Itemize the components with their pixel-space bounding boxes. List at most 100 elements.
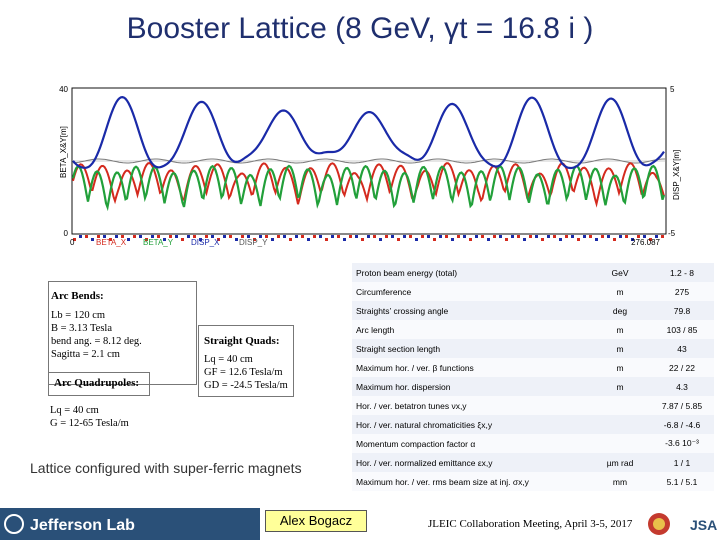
- parameter-table: Proton beam energy (total) GeV 1.2 - 8 Circ…: [352, 263, 714, 491]
- param-name: Maximum hor. / ver. rms beam size at inj…: [356, 476, 529, 487]
- straight-quads-header: Straight Quads:: [204, 335, 280, 347]
- magnet-marker: [259, 235, 262, 238]
- magnet-marker: [559, 238, 562, 241]
- magnet-marker: [349, 235, 352, 238]
- arc-quadrupoles-header-box: Arc Quadrupoles:: [48, 372, 150, 396]
- magnet-marker: [595, 238, 598, 241]
- parameter-row: Hor. / ver. betatron tunes νx,y 7.87 / 5.…: [352, 396, 714, 415]
- parameter-row: Maximum hor. / ver. rms beam size at inj…: [352, 472, 714, 491]
- straight-quads-box: Straight Quads: Lq = 40 cm GF = 12.6 Tes…: [198, 325, 294, 397]
- magnet-marker: [355, 235, 358, 238]
- magnet-marker: [397, 238, 400, 241]
- param-name: Hor. / ver. normalized emittance εx,y: [356, 457, 493, 468]
- magnet-marker: [193, 235, 196, 238]
- param-value: -6.8 / -4.6: [663, 419, 701, 430]
- straight-quads-line: GD = -24.5 Tesla/m: [204, 380, 288, 391]
- magnet-marker: [79, 235, 82, 238]
- magnet-marker: [73, 238, 76, 241]
- magnet-marker: [415, 238, 418, 241]
- param-name: Hor. / ver. natural chromaticities ξx,y: [356, 419, 493, 430]
- param-unit: m: [616, 324, 624, 335]
- meeting-footer: JLEIC Collaboration Meeting, April 3-5, …: [428, 518, 633, 530]
- parameter-row: Hor. / ver. normalized emittance εx,y µm …: [352, 453, 714, 472]
- arc-bends-line: Sagitta = 2.1 cm: [51, 349, 120, 360]
- straight-quads-line: GF = 12.6 Tesla/m: [204, 367, 283, 378]
- magnet-marker: [373, 235, 376, 238]
- magnet-marker: [121, 235, 124, 238]
- lattice-note: Lattice configured with super-ferric mag…: [30, 460, 302, 476]
- magnet-marker: [97, 235, 100, 238]
- param-name: Straight section length: [356, 343, 441, 354]
- magnet-marker: [307, 238, 310, 241]
- magnet-marker: [253, 238, 256, 241]
- arc-bends-header: Arc Bends:: [51, 290, 104, 302]
- author-box: Alex Bogacz: [265, 510, 367, 532]
- y-right-bottom-label: -5: [668, 229, 676, 238]
- param-value: -3.6 10⁻³: [665, 438, 699, 448]
- param-value: 103 / 85: [666, 324, 698, 335]
- magnet-marker: [631, 238, 634, 241]
- parameter-row: Maximum hor. dispersion m 4.3: [352, 377, 714, 396]
- arc-quads-header: Arc Quadrupoles:: [54, 377, 140, 389]
- magnet-marker: [217, 238, 220, 241]
- magnet-marker: [403, 235, 406, 238]
- param-unit: m: [616, 286, 624, 297]
- magnet-marker: [463, 235, 466, 238]
- parameter-row: Maximum hor. / ver. β functions m 22 / 22: [352, 358, 714, 377]
- param-value: 43: [677, 343, 687, 354]
- x-end-label: 276.087: [631, 238, 660, 247]
- y-left-bottom-label: 0: [64, 229, 69, 238]
- parameter-row: Momentum compaction factor α -3.6 10⁻³: [352, 434, 714, 453]
- magnet-marker: [223, 235, 226, 238]
- magnet-marker: [535, 235, 538, 238]
- magnet-marker: [103, 235, 106, 238]
- magnet-marker: [511, 235, 514, 238]
- magnet-marker: [91, 238, 94, 241]
- magnet-marker: [283, 235, 286, 238]
- param-name: Maximum hor. / ver. β functions: [356, 362, 474, 373]
- jsa-logo-text: JSA: [690, 517, 717, 533]
- legend-beta-y: BETA_Y: [143, 238, 174, 247]
- magnet-marker: [301, 235, 304, 238]
- x-start-label: 0: [70, 238, 75, 247]
- parameter-row: Straights’ crossing angle deg 79.8: [352, 301, 714, 320]
- magnet-marker: [391, 235, 394, 238]
- magnet-marker: [451, 238, 454, 241]
- param-unit: deg: [612, 305, 628, 316]
- param-name: Momentum compaction factor α: [356, 438, 476, 449]
- magnet-marker: [565, 235, 568, 238]
- param-name: Arc length: [356, 324, 395, 335]
- arc-quads-details: Lq = 40 cm G = 12-65 Tesla/m: [50, 404, 129, 430]
- magnet-marker: [163, 238, 166, 241]
- magnet-marker: [85, 235, 88, 238]
- param-name: Hor. / ver. betatron tunes νx,y: [356, 400, 467, 411]
- arc-quads-line: G = 12-65 Tesla/m: [50, 418, 129, 429]
- magnet-marker: [133, 235, 136, 238]
- y-left-axis-title: BETA_X&Y[m]: [59, 126, 68, 178]
- magnet-marker: [199, 238, 202, 241]
- param-value: 79.8: [673, 305, 691, 316]
- arc-bends-line: Lb = 120 cm: [51, 310, 106, 321]
- param-value: 22 / 22: [669, 362, 695, 373]
- jlab-logo-mark: [4, 514, 24, 534]
- arc-bends-box: Arc Bends: Lb = 120 cm B = 3.13 Tesla be…: [48, 281, 197, 385]
- magnet-marker: [541, 238, 544, 241]
- param-unit: µm rad: [606, 457, 634, 468]
- magnet-marker: [211, 235, 214, 238]
- param-unit: m: [616, 362, 624, 373]
- optics-curve: [71, 164, 666, 212]
- magnet-marker: [205, 235, 208, 238]
- magnet-marker: [271, 238, 274, 241]
- magnet-marker: [247, 235, 250, 238]
- magnet-marker: [295, 235, 298, 238]
- jlab-logo-text: Jefferson Lab: [30, 517, 135, 534]
- magnet-marker: [385, 235, 388, 238]
- magnet-marker: [433, 238, 436, 241]
- parameter-row: Circumference m 275: [352, 282, 714, 301]
- magnet-marker: [127, 238, 130, 241]
- magnet-marker: [475, 235, 478, 238]
- param-unit: m: [616, 381, 624, 392]
- param-name: Proton beam energy (total): [356, 267, 458, 278]
- magnet-marker: [601, 235, 604, 238]
- magnet-marker: [619, 235, 622, 238]
